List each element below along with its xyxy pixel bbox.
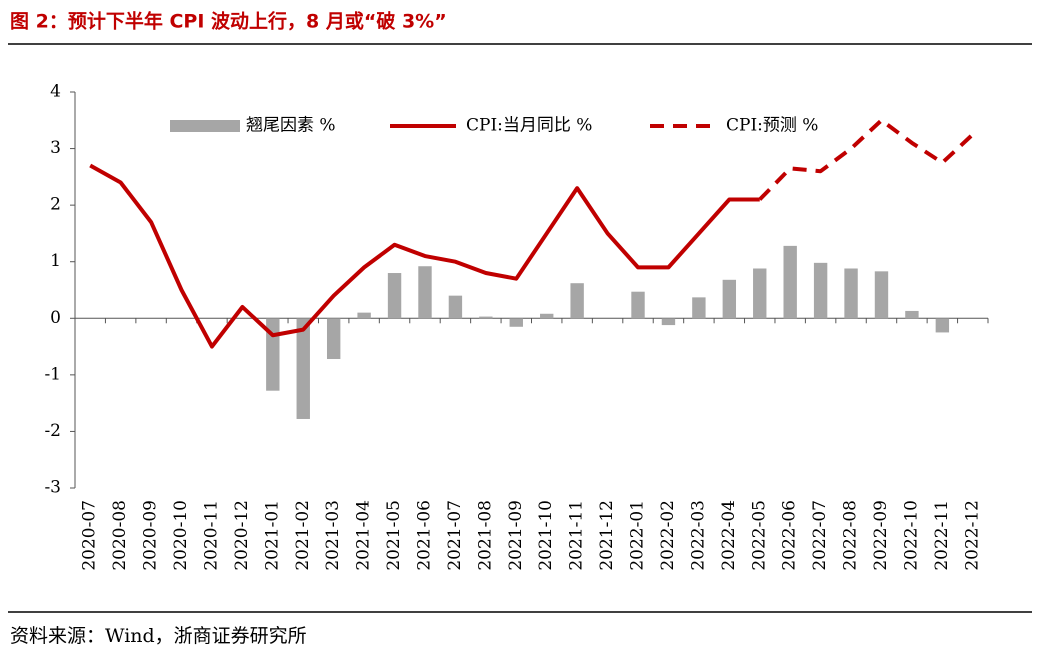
x-tick-label: 2020-12 (232, 500, 252, 571)
x-tick-label: 2022-02 (658, 500, 678, 571)
bar (631, 291, 645, 319)
line (89, 163, 760, 349)
legend-swatch (170, 120, 240, 132)
bar (326, 318, 341, 360)
x-tick-label: 2020-10 (171, 500, 191, 571)
x-tick-label: 2022-12 (962, 500, 982, 571)
bar (935, 318, 950, 333)
x-tick-label: 2021-04 (354, 500, 374, 571)
legend-label: CPI:当月同比 % (466, 116, 592, 136)
x-tick-label: 2021-07 (445, 500, 465, 571)
x-tick-label: 2021-03 (323, 500, 343, 571)
x-tick-label: 2021-01 (262, 500, 282, 571)
x-tick-label: 2020-09 (141, 500, 161, 571)
bar (540, 313, 554, 319)
legend-label: CPI:预测 % (726, 116, 818, 136)
x-tick-label: 2021-11 (567, 500, 587, 571)
bar (874, 271, 889, 319)
bar (783, 245, 797, 319)
y-tick-label: -1 (44, 364, 61, 384)
y-tick-label: -2 (44, 421, 61, 441)
x-tick-label: 2020-08 (110, 500, 130, 571)
bar (722, 279, 737, 319)
y-tick-label: 1 (50, 251, 61, 271)
x-tick-label: 2021-06 (414, 500, 434, 571)
x-tick-label: 2021-09 (506, 500, 526, 571)
bar (844, 268, 858, 319)
x-tick-label: 2020-11 (201, 500, 221, 571)
bar (570, 283, 584, 319)
legend-label: 翘尾因素 % (246, 116, 336, 136)
x-tick-label: 2022-09 (871, 500, 891, 571)
x-tick-label: 2022-07 (810, 500, 830, 571)
bar (418, 266, 432, 319)
y-tick-label: 0 (50, 308, 61, 328)
x-tick-label: 2021-10 (536, 500, 556, 571)
y-tick-label: 3 (50, 138, 61, 158)
y-tick-label: -3 (44, 478, 61, 498)
bar (479, 316, 493, 319)
x-tick-label: 2021-05 (384, 500, 404, 571)
x-tick-label: 2022-05 (749, 500, 769, 571)
bar (448, 295, 463, 319)
bar (813, 262, 828, 319)
bar (296, 318, 310, 419)
chart-title: 图 2：预计下半年 CPI 波动上行，8 月或“破 3%” (10, 10, 447, 33)
x-tick-label: 2022-04 (719, 500, 739, 571)
x-tick-label: 2022-08 (841, 500, 861, 571)
x-tick-label: 2022-11 (932, 500, 952, 571)
y-tick-label: 4 (50, 82, 61, 102)
x-tick-label: 2022-06 (780, 500, 800, 571)
x-tick-label: 2022-03 (688, 500, 708, 571)
bar (357, 312, 371, 319)
source: 资料来源：Wind，浙商证券研究所 (10, 625, 307, 647)
bar (509, 318, 523, 327)
bar (387, 273, 402, 319)
line (758, 118, 975, 201)
x-tick-label: 2020-07 (80, 500, 100, 571)
bar (753, 268, 767, 319)
x-tick-label: 2022-01 (628, 500, 648, 571)
bar (692, 297, 706, 319)
bar (661, 318, 676, 326)
bar (905, 310, 919, 319)
y-tick-label: 2 (50, 195, 61, 215)
x-tick-label: 2021-02 (293, 500, 313, 571)
x-tick-label: 2021-08 (475, 500, 495, 571)
x-tick-label: 2022-10 (901, 500, 921, 571)
x-tick-label: 2021-12 (597, 500, 617, 571)
